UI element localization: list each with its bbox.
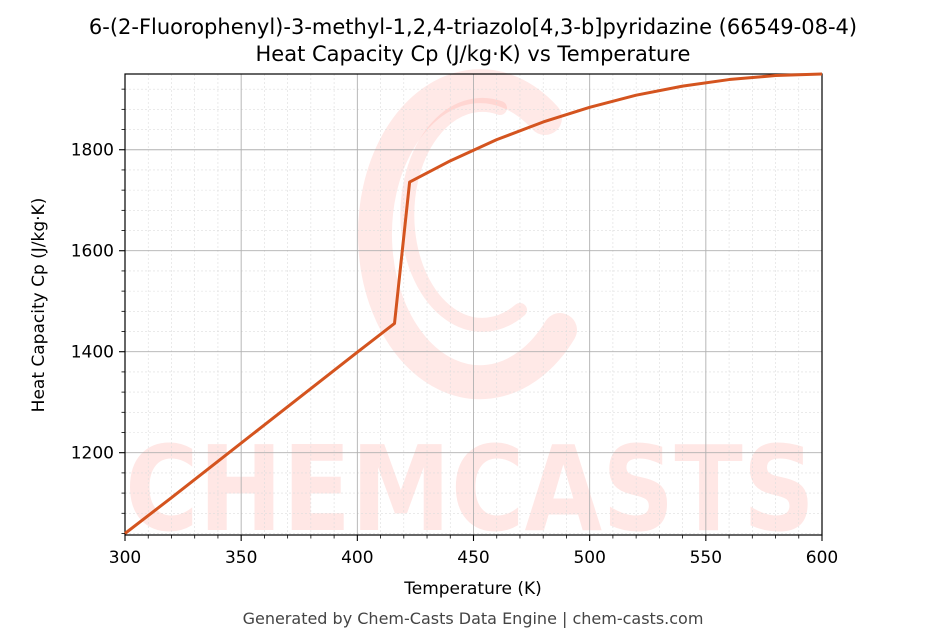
- x-tick-label: 500: [573, 548, 605, 568]
- y-tick-label: 1200: [71, 444, 114, 464]
- x-axis-label: Temperature (K): [403, 579, 542, 599]
- y-tick-label: 1800: [71, 141, 114, 161]
- series-line-heat-capacity: [124, 72, 823, 535]
- x-tick-labels: 300 350 400 450 500 550 600: [109, 548, 838, 568]
- x-tick-label: 300: [109, 548, 141, 568]
- watermark-text: CHEMCASTS: [125, 420, 815, 558]
- y-tick-label: 1600: [71, 242, 114, 262]
- footer-credit: Generated by Chem-Casts Data Engine | ch…: [243, 609, 704, 628]
- chart-title: 6-(2-Fluorophenyl)-3-methyl-1,2,4-triazo…: [89, 15, 857, 39]
- x-tick-label: 450: [457, 548, 489, 568]
- chart-subtitle: Heat Capacity Cp (J/kg·K) vs Temperature: [256, 42, 691, 66]
- x-tick-label: 600: [806, 548, 838, 568]
- y-tick-labels: 1200 1400 1600 1800: [71, 141, 114, 464]
- watermark-logo-icon: [357, 69, 577, 400]
- x-tick-label: 400: [341, 548, 373, 568]
- x-tick-label: 350: [225, 548, 257, 568]
- y-axis-label: Heat Capacity Cp (J/kg·K): [29, 198, 49, 413]
- axis-ticks: [119, 88, 823, 541]
- x-tick-label: 550: [690, 548, 722, 568]
- y-tick-label: 1400: [71, 343, 114, 363]
- watermark: CHEMCASTS: [125, 69, 815, 558]
